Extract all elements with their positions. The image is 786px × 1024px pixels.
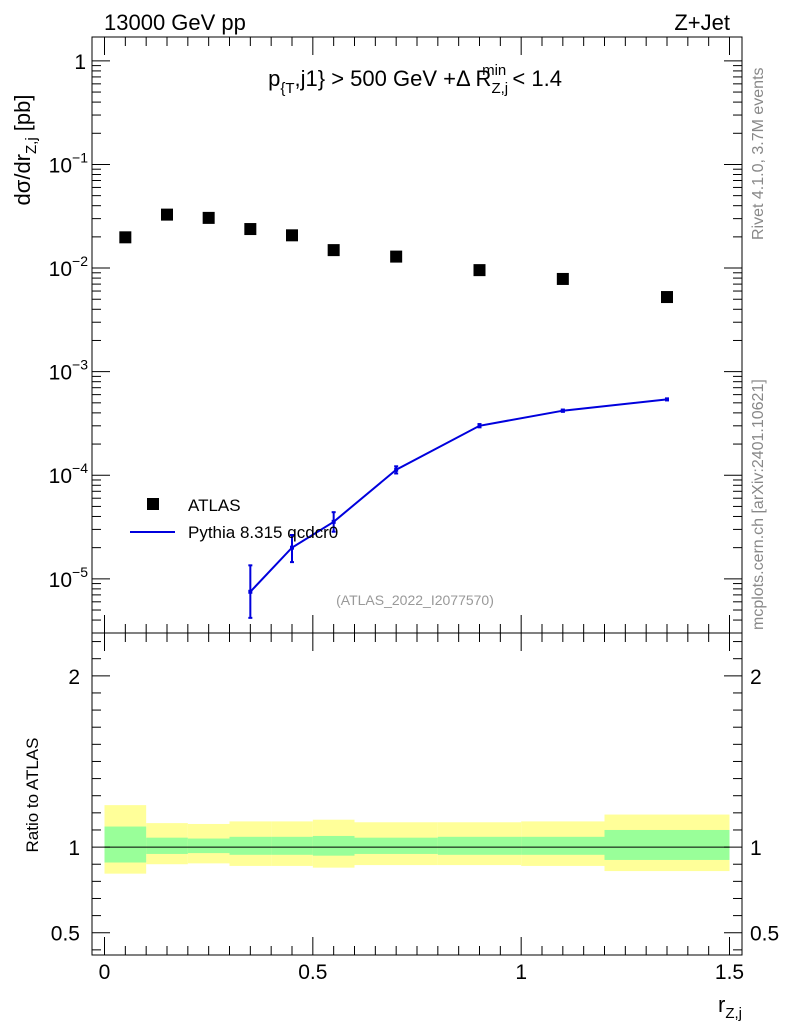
ratio-stat-band-1 (146, 837, 188, 854)
main-y-tick-label-5: 10−5 (49, 564, 89, 592)
atlas-point-7 (473, 264, 486, 277)
main-y-tick-label-2: 10−2 (49, 253, 89, 281)
legend-atlas-label: ATLAS (188, 496, 241, 515)
legend-pythia-label: Pythia 8.315 qcdcr0 (188, 523, 338, 542)
main-axis-ticks: 1 10−1 10−2 10−3 10−4 10−5 (49, 37, 742, 634)
ratio-stat-band-7 (437, 836, 522, 855)
ratio-y-tick-label-left-2: 0.5 (51, 923, 80, 946)
atlas-point-9 (661, 291, 673, 304)
ratio-y-tick-label-right-0: 2 (750, 666, 762, 689)
mcplots-label: mcplots.cern.ch [arXiv:2401.10621] (750, 379, 767, 630)
atlas-point-1 (161, 208, 173, 221)
analysis-watermark: (ATLAS_2022_I2077570) (336, 592, 494, 608)
atlas-point-8 (556, 272, 569, 285)
legend: ATLAS Pythia 8.315 qcdcr0 (130, 496, 338, 542)
pythia-point-6 (665, 397, 669, 402)
main-y-tick-label-1: 10−1 (49, 149, 89, 177)
ratio-stat-band-6 (354, 837, 438, 854)
main-y-tick-label-4: 10−4 (49, 460, 89, 488)
ratio-stat-band-5 (312, 835, 355, 856)
ratio-plot-frame (91, 632, 743, 956)
pythia-point-4 (477, 423, 482, 428)
ratio-bands (104, 805, 730, 874)
atlas-point-5 (327, 244, 340, 257)
pythia-point-3 (394, 467, 399, 472)
rivet-version-label: Rivet 4.1.0, 3.7M events (750, 67, 767, 240)
header-left: 13000 GeV pp (104, 10, 246, 35)
pythia-point-2 (331, 519, 336, 524)
ratio-y-axis-label: Ratio to ATLAS (23, 738, 42, 853)
pythia-line (249, 398, 668, 593)
x-tick-label-3: 1.5 (715, 961, 744, 984)
legend-atlas-marker (147, 498, 159, 510)
pythia-point-1 (290, 545, 294, 550)
x-tick-label-2: 1 (515, 961, 527, 984)
mc-series (248, 397, 669, 619)
ratio-stat-band-4 (271, 836, 313, 855)
atlas-point-4 (286, 229, 298, 242)
atlas-point-3 (244, 223, 257, 236)
plot-title: p{T,j1} > 500 GeV +Δ RZ,jmin < 1.4 (268, 62, 562, 97)
ratio-stat-band-3 (229, 836, 272, 855)
atlas-point-2 (202, 211, 215, 224)
ratio-y-tick-label-left-1: 1 (68, 837, 80, 860)
x-tick-label-1: 0.5 (298, 961, 327, 984)
x-axis-label: rZ,j (718, 992, 742, 1022)
ratio-y-tick-label-left-0: 2 (68, 666, 80, 689)
ratio-y-tick-label-right-2: 0.5 (750, 923, 779, 946)
pythia-point-0 (248, 589, 253, 594)
data-series (119, 208, 673, 304)
atlas-point-0 (119, 231, 132, 244)
atlas-point-6 (390, 250, 403, 263)
x-tick-label-0: 0 (99, 961, 111, 984)
ratio-stat-band-8 (521, 836, 605, 855)
main-y-tick-label-0: 1 (74, 51, 86, 74)
ratio-stat-band-0 (104, 826, 147, 863)
ratio-axis-ticks: 2 2 1 1 0.5 0.5 0 0.5 1 1.5 (51, 633, 779, 984)
ratio-y-tick-label-right-1: 1 (750, 837, 762, 860)
main-y-tick-label-3: 10−3 (49, 357, 89, 385)
header-right: Z+Jet (674, 10, 730, 35)
pythia-point-5 (560, 408, 565, 413)
ratio-stat-band-9 (604, 829, 730, 860)
main-plot-frame (91, 36, 743, 634)
ratio-stat-band-2 (187, 838, 230, 854)
main-y-axis-label: dσ/drZ,j [pb] (10, 95, 40, 206)
